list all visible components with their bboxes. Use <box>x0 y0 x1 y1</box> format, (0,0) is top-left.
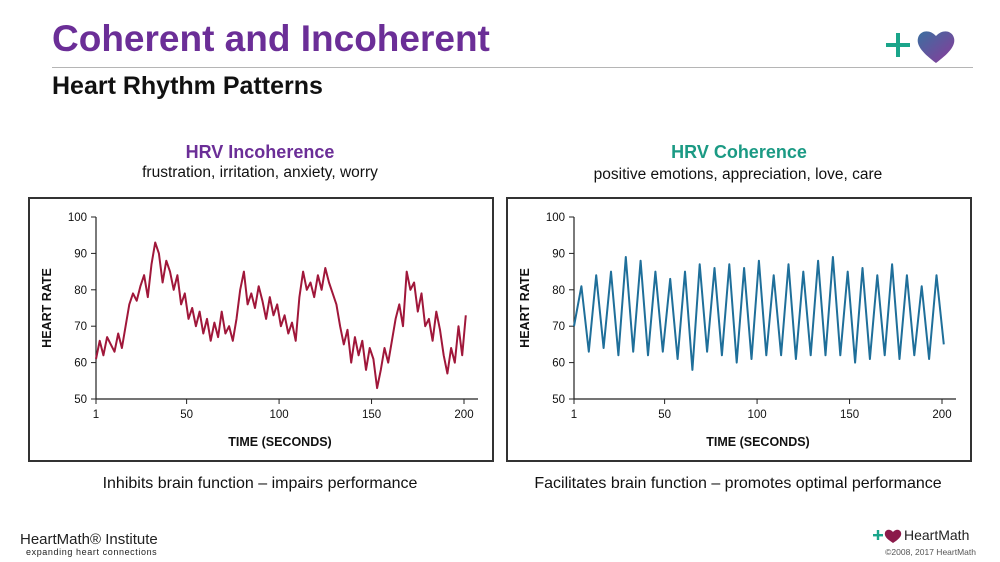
coherence-x-tick-label: 100 <box>747 409 766 421</box>
incoherence-y-tick-label: 50 <box>74 394 87 406</box>
coherence-y-tick-label: 70 <box>552 321 565 333</box>
left-panel-emotions: frustration, irritation, anxiety, worry <box>142 164 378 181</box>
incoherence-x-axis-label: TIME (SECONDS) <box>228 435 331 449</box>
title-divider <box>52 67 973 68</box>
incoherence-x-tick-label: 200 <box>454 409 473 421</box>
incoherence-y-axis-label: HEART RATE <box>40 268 54 348</box>
incoherence-y-tick-label: 90 <box>74 248 87 260</box>
footer-logo-right: HeartMath <box>872 527 982 545</box>
incoherence-y-tick-label: 60 <box>74 358 87 370</box>
coherence-x-tick-label: 50 <box>658 409 671 421</box>
incoherence-x-tick-label: 50 <box>180 409 193 421</box>
footer-brand-left: HeartMath® Institute <box>20 531 158 548</box>
incoherence-chart: 50 60 70 80 90 100 1 50 100 150 200 TIME (SECONDS) H… <box>28 197 494 462</box>
right-panel-heading: HRV Coherence <box>671 142 807 162</box>
coherence-y-tick-label: 50 <box>552 394 565 406</box>
right-panel-emotions: positive emotions, appreciation, love, c… <box>593 166 883 183</box>
plus-heart-small-icon <box>873 529 902 543</box>
footer-brand-right: HeartMath <box>904 527 970 543</box>
coherence-x-tick-label: 150 <box>840 409 859 421</box>
incoherence-x-tick-label: 100 <box>269 409 288 421</box>
coherence-y-tick-label: 60 <box>552 358 565 370</box>
coherence-x-axis-label: TIME (SECONDS) <box>706 435 809 449</box>
coherence-y-axis-label: HEART RATE <box>518 268 532 348</box>
left-panel-heading: HRV Incoherence <box>185 142 335 162</box>
coherence-y-tick-label: 80 <box>552 285 565 297</box>
coherence-y-tick-label: 90 <box>552 248 565 260</box>
incoherence-x-tick-label: 1 <box>93 409 99 421</box>
incoherence-series-line <box>95 241 467 390</box>
left-panel-caption: Inhibits brain function – impairs perfor… <box>102 475 418 492</box>
coherence-x-tick-label: 1 <box>571 409 577 421</box>
incoherence-y-tick-label: 100 <box>68 212 87 224</box>
coherence-chart: 50 60 70 80 90 100 1 50 100 150 200 TIME (SECONDS) H… <box>506 197 972 462</box>
coherence-series-line <box>573 256 945 371</box>
right-panel-caption: Facilitates brain function – promotes op… <box>534 475 942 492</box>
copyright-text: ©2008, 2017 HeartMath <box>885 547 976 557</box>
incoherence-x-tick-label: 150 <box>362 409 381 421</box>
coherence-x-tick-label: 200 <box>932 409 951 421</box>
plus-heart-logo-icon <box>886 31 955 63</box>
incoherence-y-tick-label: 70 <box>74 321 87 333</box>
incoherence-y-tick-label: 80 <box>74 285 87 297</box>
coherence-y-tick-label: 100 <box>546 212 565 224</box>
footer-tagline: expanding heart connections <box>26 547 158 557</box>
page-title: Coherent and Incoherent <box>52 18 490 59</box>
page-subtitle: Heart Rhythm Patterns <box>52 72 323 100</box>
